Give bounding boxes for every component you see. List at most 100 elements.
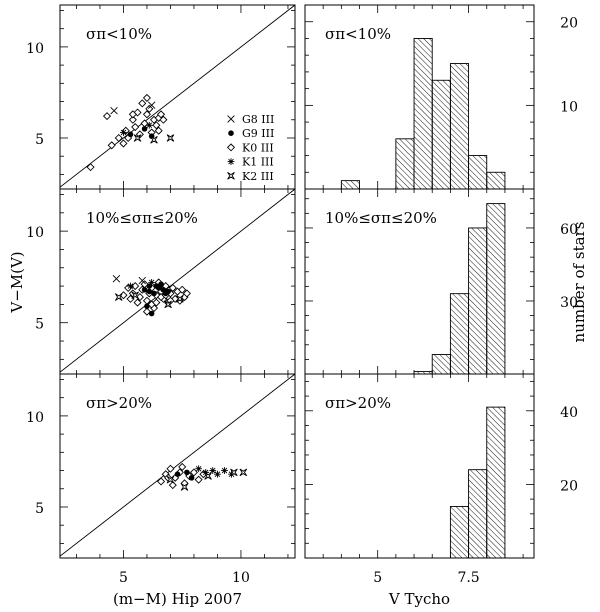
data-point xyxy=(195,465,203,473)
panel-label: σπ>20% xyxy=(325,394,391,412)
histogram-bar xyxy=(449,63,470,190)
data-point xyxy=(144,303,150,310)
data-point xyxy=(148,279,156,286)
y-axis-title: V−M(V) xyxy=(8,251,26,313)
histogram-panel-bottom xyxy=(449,406,506,559)
data-point xyxy=(166,475,175,484)
data-point xyxy=(166,296,175,305)
y-tick-label: 10 xyxy=(26,225,44,241)
data-point xyxy=(107,141,116,150)
y-tick-label: 5 xyxy=(35,317,44,333)
data-point xyxy=(131,282,140,291)
data-point xyxy=(178,285,187,294)
y-tick-label: 20 xyxy=(560,16,578,32)
data-point xyxy=(114,293,123,301)
data-point xyxy=(127,282,134,290)
legend-label: G8 III xyxy=(242,113,274,126)
y-axis-title-right: number of stars xyxy=(570,222,588,343)
histogram-panel-top xyxy=(340,38,506,190)
data-point xyxy=(157,110,166,119)
data-point xyxy=(157,284,165,292)
data-point xyxy=(228,130,234,136)
data-point xyxy=(154,126,163,135)
panel-label: σπ>20% xyxy=(86,394,152,412)
data-point xyxy=(227,115,235,123)
x-tick-label: 5 xyxy=(119,570,128,586)
data-point xyxy=(157,477,166,486)
panel-frame xyxy=(304,373,535,559)
legend-label: K2 III xyxy=(242,170,274,183)
data-point xyxy=(142,110,151,119)
data-point xyxy=(227,158,235,165)
panel-label: σπ<10% xyxy=(325,25,391,43)
data-point xyxy=(209,467,217,474)
data-point xyxy=(189,468,198,477)
data-point xyxy=(204,472,212,480)
data-point xyxy=(226,143,236,152)
x-axis-title: V Tycho xyxy=(388,590,450,608)
data-point xyxy=(128,115,137,124)
data-point xyxy=(138,99,147,108)
legend-label: K0 III xyxy=(242,141,274,154)
histogram-bar xyxy=(468,227,488,375)
y-tick-label: 60 xyxy=(560,222,578,238)
data-point xyxy=(152,121,161,130)
histogram-bar xyxy=(486,406,506,559)
scatter-panel-bottom xyxy=(60,374,295,557)
data-point xyxy=(227,172,235,180)
data-point xyxy=(127,131,134,138)
data-point xyxy=(135,130,144,139)
data-point xyxy=(158,281,164,288)
data-point xyxy=(102,112,112,121)
histogram-bar xyxy=(395,138,415,190)
x-tick-label: 7.5 xyxy=(457,570,479,586)
data-point xyxy=(131,123,140,132)
data-point xyxy=(214,470,221,478)
data-point xyxy=(110,106,118,115)
panel-label: 10%≤σπ≤20% xyxy=(325,209,437,227)
data-point xyxy=(128,110,137,119)
histogram-bar xyxy=(449,293,470,375)
data-point xyxy=(230,468,238,477)
x-tick-label: 10 xyxy=(232,570,250,586)
data-point xyxy=(147,101,156,109)
data-point xyxy=(86,163,95,172)
legend-label: G9 III xyxy=(242,127,274,140)
histogram-bar xyxy=(431,79,451,190)
x-tick-label: 5 xyxy=(373,570,382,586)
scatter-panel-top xyxy=(60,5,295,188)
data-point xyxy=(180,483,189,491)
y-tick-label: 20 xyxy=(560,478,578,494)
scatter-panel-middle xyxy=(60,189,295,373)
data-point xyxy=(151,290,157,297)
data-point xyxy=(133,298,142,307)
one-to-one-line xyxy=(60,5,295,188)
data-point xyxy=(145,121,153,129)
data-point xyxy=(166,134,175,142)
y-tick-label: 30 xyxy=(560,295,578,311)
data-point xyxy=(188,475,195,481)
y-tick-label: 5 xyxy=(35,132,44,148)
y-tick-label: 10 xyxy=(560,99,578,115)
data-point xyxy=(184,469,190,476)
data-point xyxy=(162,290,169,297)
data-point xyxy=(159,115,168,124)
one-to-one-line xyxy=(60,374,295,557)
histogram-bar xyxy=(340,180,360,190)
data-point xyxy=(150,136,158,144)
histogram-bar xyxy=(486,203,506,375)
data-point xyxy=(138,276,146,285)
histogram-bar xyxy=(468,469,488,559)
histogram-bar xyxy=(468,155,488,190)
y-tick-label: 40 xyxy=(560,405,578,421)
panel-label: 10%≤σπ≤20% xyxy=(86,209,198,227)
one-to-one-line xyxy=(60,189,295,373)
data-point xyxy=(133,134,142,142)
x-axis-title: (m−M) Hip 2007 xyxy=(113,590,242,608)
histogram-bar xyxy=(431,354,451,375)
panel-frames xyxy=(59,4,535,559)
y-tick-label: 10 xyxy=(26,410,44,426)
data-point xyxy=(202,468,210,476)
